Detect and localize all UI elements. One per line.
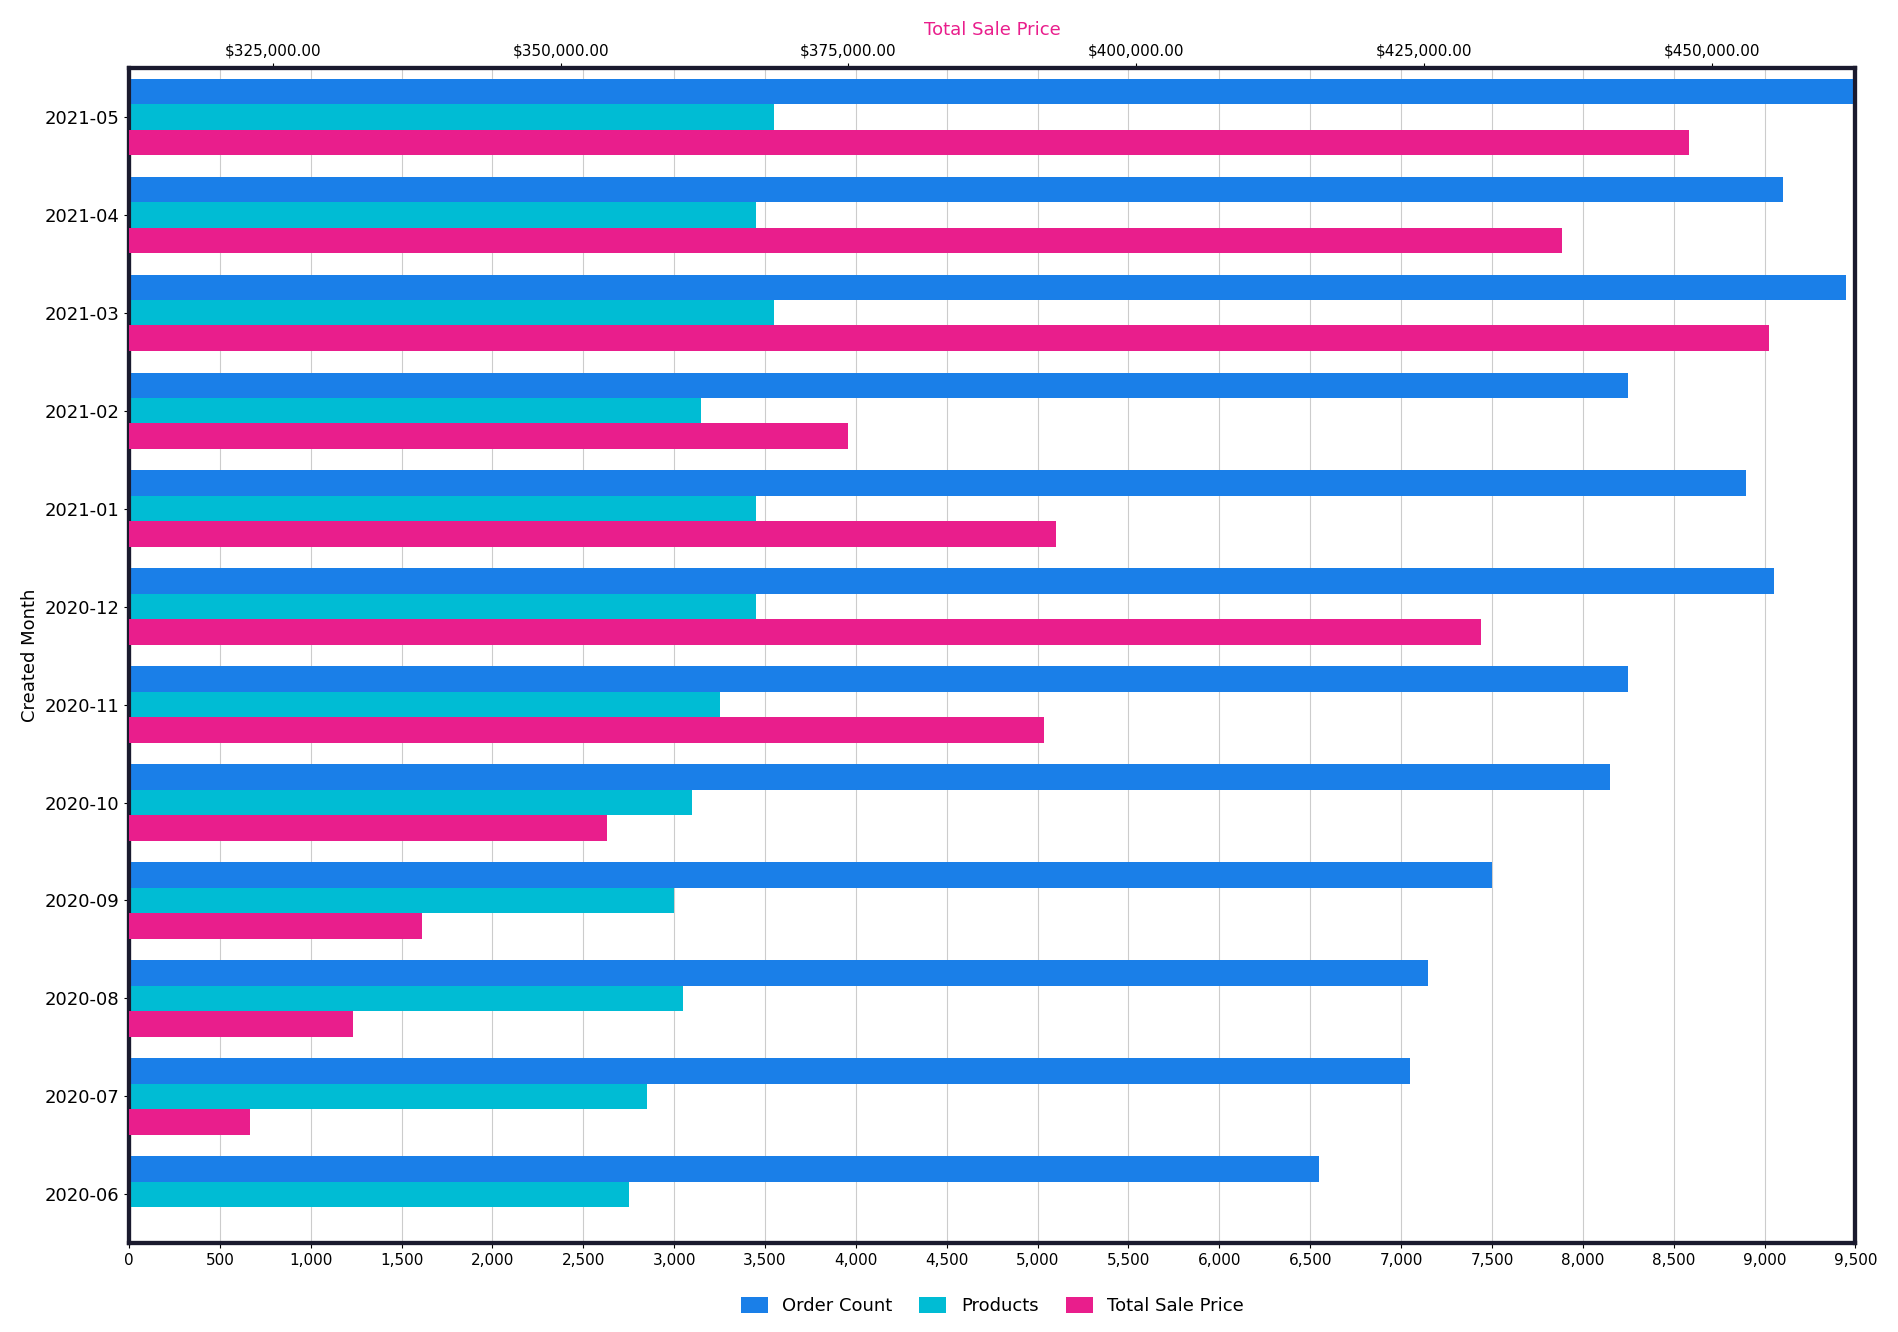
- Bar: [129, 986, 683, 1011]
- Bar: [0, 815, 607, 840]
- Bar: [129, 79, 1856, 104]
- Bar: [129, 373, 1628, 398]
- Bar: [129, 1084, 647, 1110]
- Bar: [0, 325, 1769, 350]
- Bar: [0, 424, 848, 449]
- Bar: [129, 569, 1773, 594]
- Bar: [129, 202, 755, 228]
- X-axis label: Total Sale Price: Total Sale Price: [924, 21, 1061, 39]
- Bar: [0, 129, 1689, 155]
- Bar: [129, 691, 719, 718]
- Y-axis label: Created Month: Created Month: [21, 589, 38, 722]
- Bar: [129, 300, 774, 325]
- Bar: [0, 619, 1480, 645]
- Legend: Order Count, Products, Total Sale Price: Order Count, Products, Total Sale Price: [733, 1289, 1251, 1323]
- Bar: [129, 177, 1782, 202]
- Bar: [129, 666, 1628, 691]
- Bar: [0, 914, 423, 939]
- Bar: [129, 887, 674, 914]
- Bar: [129, 398, 702, 424]
- Bar: [0, 228, 1562, 253]
- Bar: [0, 718, 1044, 743]
- Bar: [129, 960, 1429, 986]
- Bar: [129, 470, 1746, 496]
- Bar: [129, 496, 755, 521]
- Bar: [0, 1011, 353, 1036]
- Bar: [129, 1181, 628, 1207]
- Bar: [129, 104, 774, 129]
- Bar: [129, 862, 1492, 887]
- Bar: [0, 1110, 251, 1135]
- Bar: [129, 1058, 1410, 1084]
- Bar: [129, 594, 755, 619]
- Bar: [129, 274, 1847, 300]
- Bar: [129, 1156, 1319, 1181]
- Bar: [0, 521, 1055, 547]
- Bar: [129, 790, 693, 815]
- Bar: [129, 765, 1610, 790]
